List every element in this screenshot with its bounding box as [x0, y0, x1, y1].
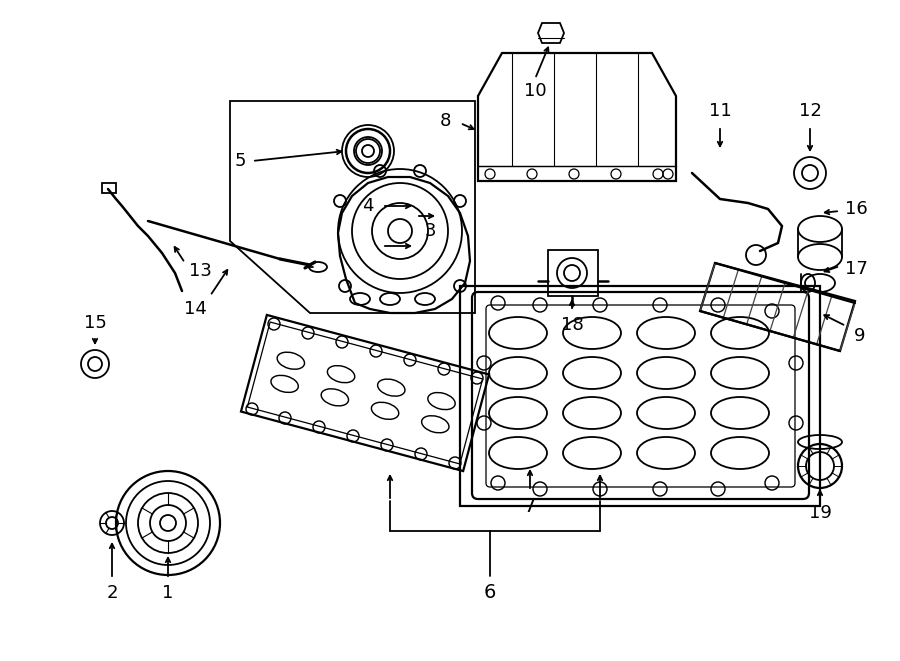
- Text: 8: 8: [439, 112, 451, 130]
- Text: 3: 3: [424, 222, 436, 240]
- Text: 15: 15: [84, 314, 106, 332]
- Text: 7: 7: [524, 496, 536, 516]
- Bar: [102, 183, 116, 193]
- Text: 1: 1: [162, 584, 174, 602]
- Text: 13: 13: [189, 262, 212, 280]
- Text: 5: 5: [234, 152, 246, 170]
- Bar: [548, 250, 598, 296]
- Text: 14: 14: [184, 300, 206, 318]
- Text: 4: 4: [362, 197, 374, 215]
- Text: 9: 9: [854, 327, 866, 345]
- Text: 17: 17: [844, 260, 868, 278]
- Text: 2: 2: [106, 584, 118, 602]
- Text: 19: 19: [808, 504, 832, 522]
- Text: 11: 11: [708, 102, 732, 120]
- Text: 12: 12: [798, 102, 822, 120]
- Text: 16: 16: [844, 200, 868, 218]
- Bar: [460, 286, 820, 506]
- Text: 10: 10: [524, 82, 546, 100]
- Text: 6: 6: [484, 584, 496, 602]
- Text: 18: 18: [561, 316, 583, 334]
